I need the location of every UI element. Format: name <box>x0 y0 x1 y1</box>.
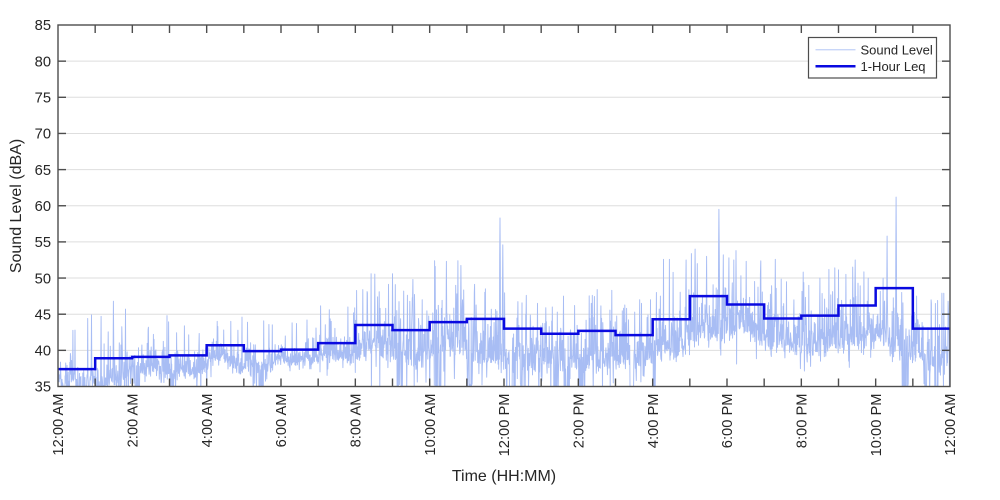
svg-text:85: 85 <box>35 18 51 34</box>
svg-text:6:00 PM: 6:00 PM <box>720 394 736 449</box>
svg-text:4:00 AM: 4:00 AM <box>200 394 216 448</box>
svg-text:1-Hour Leq: 1-Hour Leq <box>861 59 926 74</box>
svg-text:65: 65 <box>35 163 51 179</box>
svg-text:12:00 AM: 12:00 AM <box>943 394 959 456</box>
svg-text:80: 80 <box>35 54 51 70</box>
svg-text:70: 70 <box>35 127 51 143</box>
svg-text:4:00 PM: 4:00 PM <box>646 394 662 449</box>
svg-text:12:00 AM: 12:00 AM <box>51 394 67 456</box>
svg-text:10:00 PM: 10:00 PM <box>869 394 885 457</box>
svg-text:60: 60 <box>35 199 51 215</box>
svg-text:12:00 PM: 12:00 PM <box>497 394 513 457</box>
svg-text:50: 50 <box>35 271 51 287</box>
svg-text:45: 45 <box>35 307 51 323</box>
svg-text:Sound Level: Sound Level <box>861 42 933 57</box>
svg-text:55: 55 <box>35 235 51 251</box>
svg-text:2:00 PM: 2:00 PM <box>572 394 588 449</box>
svg-text:Time (HH:MM): Time (HH:MM) <box>452 468 556 485</box>
svg-text:8:00 PM: 8:00 PM <box>795 394 811 449</box>
svg-text:2:00 AM: 2:00 AM <box>126 394 142 448</box>
svg-text:75: 75 <box>35 91 51 107</box>
svg-text:6:00 AM: 6:00 AM <box>274 394 290 448</box>
svg-text:Sound Level (dBA): Sound Level (dBA) <box>8 139 25 273</box>
svg-text:8:00 AM: 8:00 AM <box>349 394 365 448</box>
svg-text:35: 35 <box>35 380 51 396</box>
svg-text:40: 40 <box>35 344 51 360</box>
svg-text:10:00 AM: 10:00 AM <box>423 394 439 456</box>
